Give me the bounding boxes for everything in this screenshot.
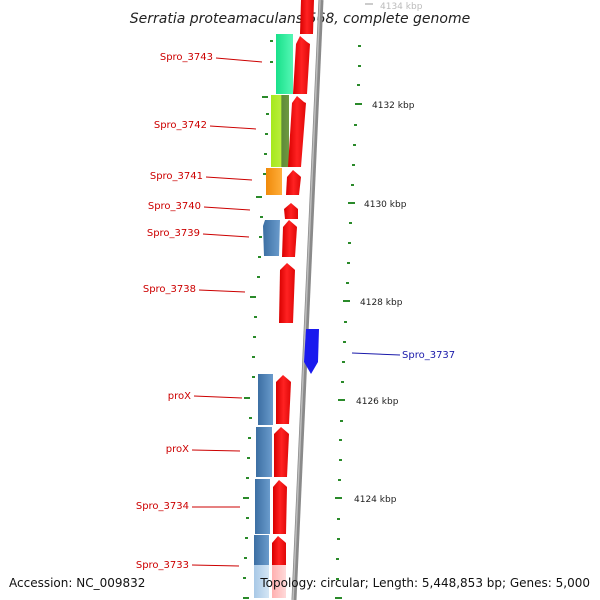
kbp-label-4132: 4132 kbp [372,101,415,111]
gene-block-faded [254,565,269,598]
cds-arrow-spro3739[interactable] [282,220,297,257]
gene-label-spro3743[interactable]: Spro_3743 [160,52,213,63]
inner-tick-marks [243,40,273,599]
cds-arrow-spro3743[interactable] [293,36,310,94]
gene-block-prox-1[interactable] [258,374,273,425]
genome-backbone [291,0,324,600]
gene-label-spro3737[interactable]: Spro_3737 [402,350,455,361]
kbp-label-4126: 4126 kbp [356,397,399,407]
cds-arrow-spro3742[interactable] [288,96,306,167]
reverse-strand-genes [254,34,293,598]
kbp-label-4124: 4124 kbp [354,495,397,505]
gene-label-spro3733[interactable]: Spro_3733 [136,560,189,571]
cds-arrow-prox-1[interactable] [276,375,291,424]
map-title: Serratia proteamaculans 568, complete ge… [130,11,470,27]
gene-label-spro3739[interactable]: Spro_3739 [147,228,200,239]
kbp-scale: 4134 kbp 4132 kbp 4130 kbp 4128 kbp 4126… [354,2,423,505]
cds-arrow-spro3734[interactable] [273,480,287,534]
outer-tick-marks [335,45,362,599]
gene-label-spro3738[interactable]: Spro_3738 [143,284,196,295]
gene-labels: Spro_3743 Spro_3742 Spro_3741 Spro_3740 … [136,52,455,571]
accession-text: Accession: NC_009832 [9,576,146,590]
cds-arrow-spro3737[interactable] [304,329,319,374]
cds-arrow-spro3740[interactable] [284,203,298,219]
gene-block-spro3734[interactable] [255,479,270,534]
gene-label-spro3742[interactable]: Spro_3742 [154,120,207,131]
cds-arrow-top[interactable] [300,0,314,34]
gene-label-prox-2[interactable]: proX [166,444,189,455]
gene-block-spro3739[interactable] [263,220,280,256]
gene-block-spro3742[interactable] [271,95,289,167]
gene-block-spro3741[interactable] [266,168,282,195]
kbp-label-4128: 4128 kbp [360,298,403,308]
gene-label-spro3740[interactable]: Spro_3740 [148,201,201,212]
gene-label-spro3741[interactable]: Spro_3741 [150,171,203,182]
kbp-label-4130: 4130 kbp [364,200,407,210]
topology-text: Topology: circular; Length: 5,448,853 bp… [260,576,590,590]
label-leader-lines [191,57,401,567]
kbp-label-4134: 4134 kbp [380,2,423,12]
cds-arrow-spro3741[interactable] [286,170,301,195]
forward-cds-arrows [272,0,314,598]
gene-label-prox-1[interactable]: proX [168,391,191,402]
gene-label-spro3734[interactable]: Spro_3734 [136,501,189,512]
cds-arrow-faded [272,565,286,598]
gene-block-prox-2[interactable] [256,427,272,477]
cds-arrow-spro3733[interactable] [272,536,286,565]
cds-arrow-prox-2[interactable] [274,427,289,477]
gene-block-spro3743[interactable] [276,34,293,94]
cds-arrow-spro3738[interactable] [279,263,295,323]
